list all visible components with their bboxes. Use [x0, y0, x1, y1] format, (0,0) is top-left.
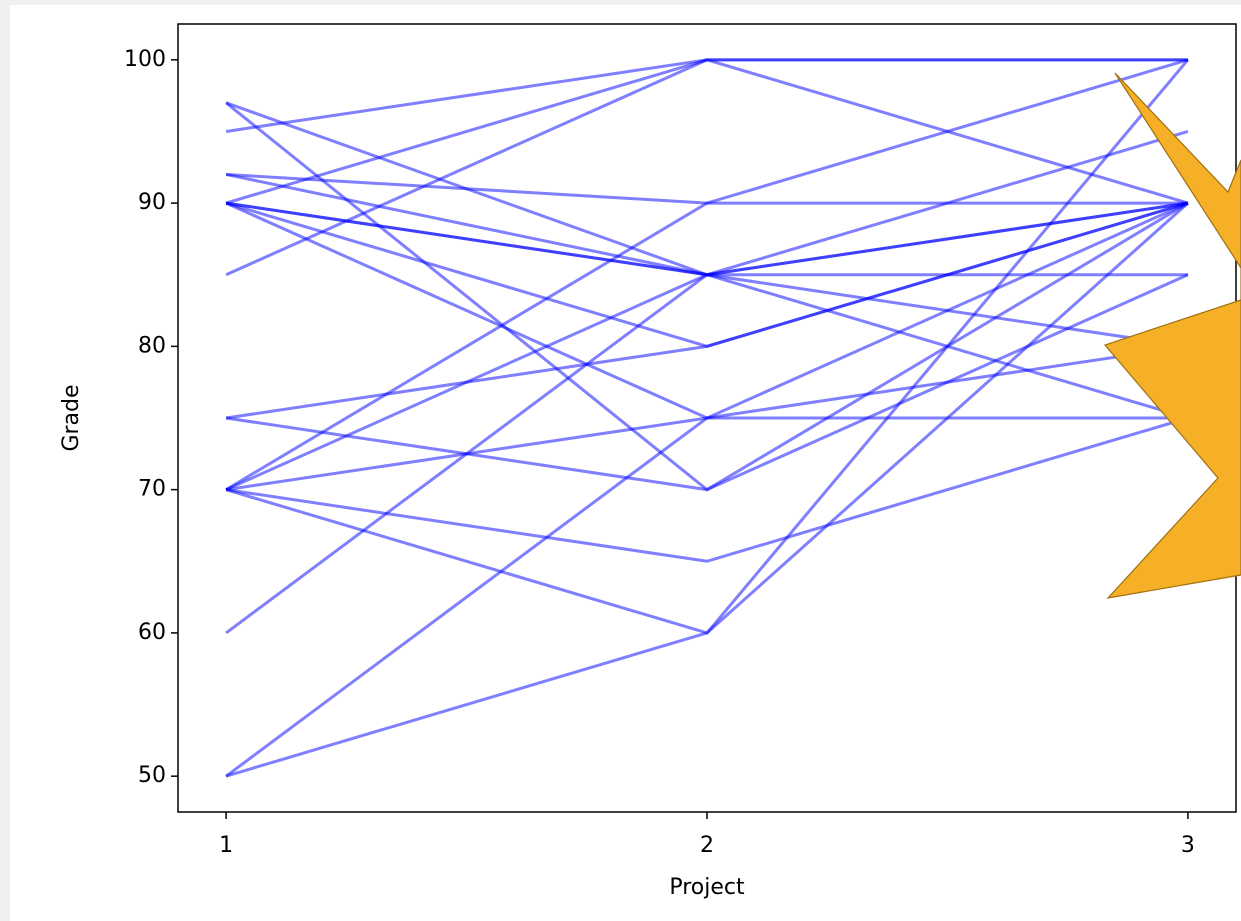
y-tick-label: 100 [124, 47, 166, 72]
y-tick-label: 70 [138, 477, 166, 502]
y-tick-label: 50 [138, 763, 166, 788]
x-tick-label: 3 [1181, 833, 1195, 858]
x-tick-label: 1 [219, 833, 233, 858]
y-tick-label: 80 [138, 333, 166, 358]
figure-background [10, 5, 1241, 921]
y-axis-label: Grade [59, 384, 84, 451]
chart: Project Grade 50 60 70 80 90 100 1 2 3 [0, 0, 1241, 921]
y-tick-label: 90 [138, 190, 166, 215]
x-axis-label: Project [669, 875, 745, 900]
y-tick-label: 60 [138, 620, 166, 645]
page: Project Grade 5060708090100123 (() => { … [0, 0, 1241, 921]
x-tick-label: 2 [700, 833, 714, 858]
